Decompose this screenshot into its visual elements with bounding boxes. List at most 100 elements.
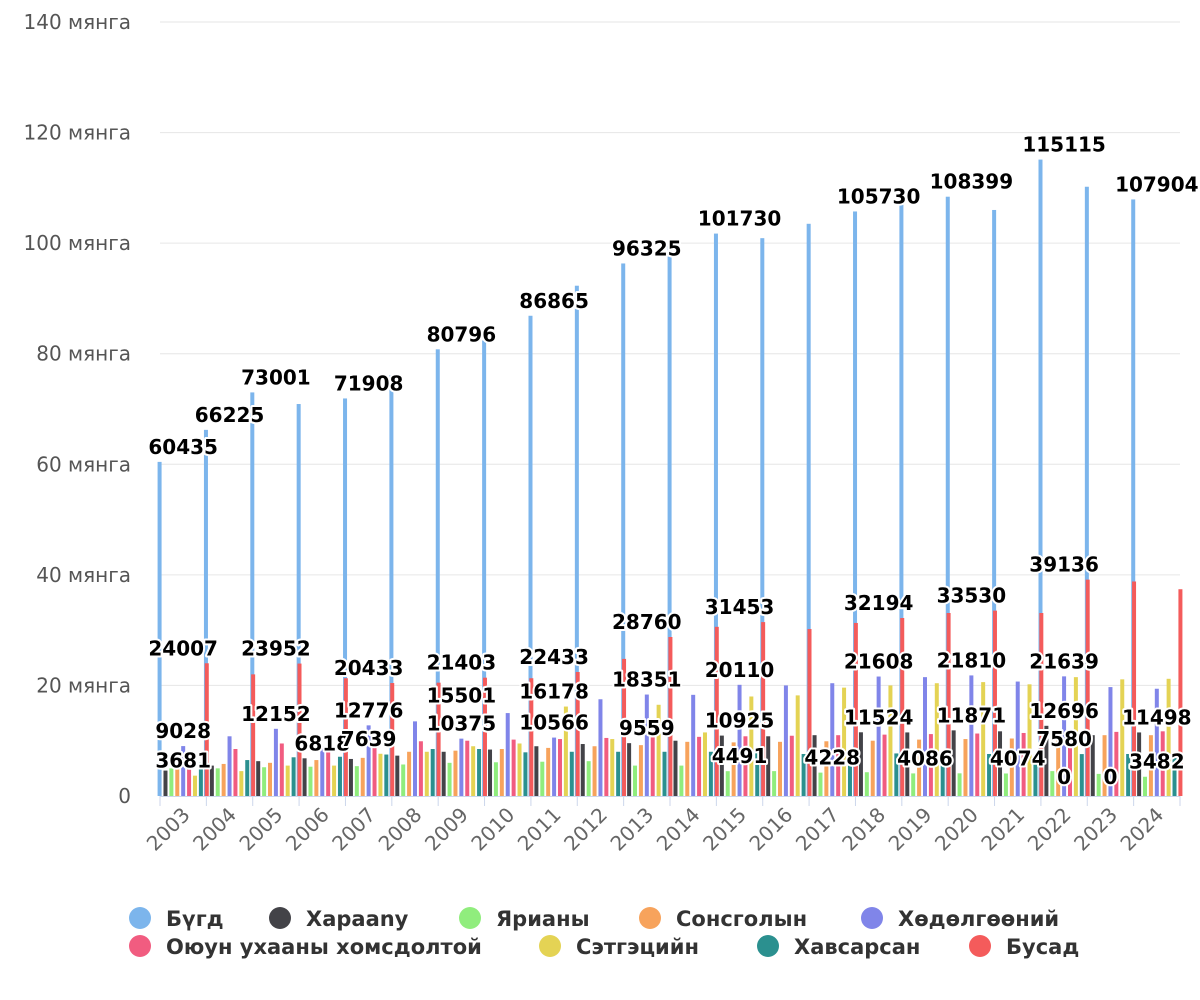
bar-2022-s4[interactable] — [1062, 676, 1067, 796]
bar-2021-s6[interactable] — [1027, 684, 1032, 796]
bar-2014-s7[interactable] — [708, 751, 713, 796]
bar-2003-s5[interactable] — [187, 762, 192, 796]
bar-2006-s4[interactable] — [320, 746, 325, 796]
bar-2020-s8[interactable] — [992, 610, 997, 796]
bar-2014-s8[interactable] — [714, 626, 719, 796]
bar-2019-s5[interactable] — [928, 734, 933, 796]
bar-2006-s8[interactable] — [343, 678, 348, 796]
bar-2015-s6[interactable] — [749, 696, 754, 796]
bar-2006-s0[interactable] — [296, 404, 301, 796]
bar-2007-s5[interactable] — [372, 741, 377, 796]
bar-2015-s3[interactable] — [731, 742, 736, 796]
bar-2008-s4[interactable] — [413, 721, 417, 796]
bar-2016-s2[interactable] — [772, 771, 777, 796]
bar-2017-s7[interactable] — [847, 754, 852, 796]
bar-2019-s3[interactable] — [917, 739, 922, 796]
bar-2007-s2[interactable] — [354, 766, 359, 796]
bar-2003-s6[interactable] — [192, 775, 197, 796]
bar-2022-s2[interactable] — [1050, 771, 1055, 796]
bar-2013-s1[interactable] — [627, 743, 632, 796]
bar-2013-s2[interactable] — [633, 765, 638, 796]
bar-2019-s7[interactable] — [940, 753, 945, 796]
bar-2013-s8[interactable] — [668, 636, 673, 796]
bar-2004-s0[interactable] — [203, 429, 208, 796]
bar-2021-s3[interactable] — [1009, 738, 1014, 796]
bar-2016-s3[interactable] — [778, 741, 783, 796]
bar-2014-s5[interactable] — [697, 736, 702, 796]
bar-2009-s1[interactable] — [441, 751, 446, 796]
bar-2005-s3[interactable] — [268, 762, 273, 796]
bar-2008-s8[interactable] — [436, 682, 441, 796]
bar-2015-s2[interactable] — [725, 771, 730, 796]
bar-2017-s3[interactable] — [824, 741, 829, 796]
bar-2012-s2[interactable] — [586, 761, 591, 796]
legend-item[interactable]: Оюун ухааны хомсдолтой — [129, 935, 482, 959]
bar-2018-s4[interactable] — [876, 676, 881, 796]
bar-2019-s0[interactable] — [899, 203, 904, 796]
bar-2015-s1[interactable] — [719, 735, 724, 796]
bar-2003-s7[interactable] — [198, 762, 203, 796]
bar-2011-s5[interactable] — [557, 739, 562, 796]
bar-2008-s2[interactable] — [401, 764, 406, 796]
bar-2020-s4[interactable] — [969, 675, 974, 796]
bar-2007-s8[interactable] — [390, 683, 395, 796]
bar-2013-s3[interactable] — [638, 745, 643, 796]
bar-2009-s2[interactable] — [447, 762, 452, 796]
bar-2017-s0[interactable] — [806, 223, 811, 797]
bar-2014-s3[interactable] — [685, 741, 690, 796]
bar-2006-s6[interactable] — [332, 765, 337, 796]
bar-2008-s6[interactable] — [424, 751, 429, 796]
bar-2011-s8[interactable] — [575, 671, 580, 796]
bar-2017-s8[interactable] — [853, 622, 858, 796]
bar-2003-s8[interactable] — [204, 663, 209, 796]
bar-2022-s6[interactable] — [1073, 677, 1078, 796]
bar-2004-s8[interactable] — [251, 674, 256, 796]
bar-2004-s6[interactable] — [239, 771, 244, 796]
legend-item[interactable]: Хөдөлгөөний — [861, 907, 1059, 931]
bar-2012-s1[interactable] — [580, 744, 585, 796]
bar-2003-s4[interactable] — [181, 746, 186, 796]
bar-2003-s3[interactable] — [175, 765, 180, 796]
bar-2020-s0[interactable] — [945, 196, 950, 797]
bar-2006-s3[interactable] — [314, 760, 319, 796]
bar-2023-s3[interactable] — [1102, 735, 1107, 796]
bar-2012-s4[interactable] — [598, 699, 603, 796]
bar-2004-s3[interactable] — [221, 763, 226, 796]
bar-2015-s8[interactable] — [761, 622, 766, 796]
bar-2009-s6[interactable] — [471, 746, 476, 796]
bar-2024-s0[interactable] — [1131, 199, 1136, 797]
bar-2005-s7[interactable] — [291, 757, 296, 796]
bar-2020-s6[interactable] — [981, 682, 986, 796]
bar-2017-s6[interactable] — [842, 687, 847, 796]
bar-2017-s5[interactable] — [836, 735, 841, 796]
bar-2013-s7[interactable] — [662, 751, 667, 796]
bar-2022-s7[interactable] — [1079, 754, 1084, 796]
bar-2020-s7[interactable] — [987, 753, 992, 796]
bar-2021-s5[interactable] — [1021, 732, 1026, 796]
bar-2019-s2[interactable] — [911, 773, 916, 796]
bar-2007-s4[interactable] — [366, 725, 371, 796]
bar-2007-s1[interactable] — [348, 758, 353, 796]
bar-2013-s4[interactable] — [644, 694, 649, 796]
bar-2013-s6[interactable] — [656, 704, 661, 796]
bar-2016-s0[interactable] — [760, 238, 765, 797]
bar-2018-s3[interactable] — [870, 740, 875, 796]
bar-2018-s8[interactable] — [900, 618, 905, 796]
bar-2004-s1[interactable] — [209, 765, 214, 796]
bar-2010-s2[interactable] — [493, 762, 498, 796]
bar-2007-s3[interactable] — [360, 757, 365, 796]
bar-2012-s6[interactable] — [610, 739, 615, 796]
bar-2010-s3[interactable] — [499, 749, 504, 796]
bar-2005-s8[interactable] — [297, 663, 302, 796]
bar-2012-s0[interactable] — [574, 285, 579, 796]
bar-2023-s1[interactable] — [1090, 735, 1095, 796]
legend[interactable]: Бүгд Хараany Ярианы Сонсголын Хөдөлгөөний Оюу… — [129, 907, 1079, 959]
bar-2020-s2[interactable] — [957, 773, 962, 796]
bar-2021-s7[interactable] — [1033, 754, 1038, 796]
bar-2004-s5[interactable] — [233, 749, 238, 796]
bar-2009-s0[interactable] — [435, 349, 440, 796]
bar-2011-s4[interactable] — [552, 737, 557, 796]
bar-2023-s6[interactable] — [1120, 679, 1125, 796]
bar-2015-s4[interactable] — [737, 684, 742, 796]
bar-2003-s0[interactable] — [157, 461, 162, 796]
